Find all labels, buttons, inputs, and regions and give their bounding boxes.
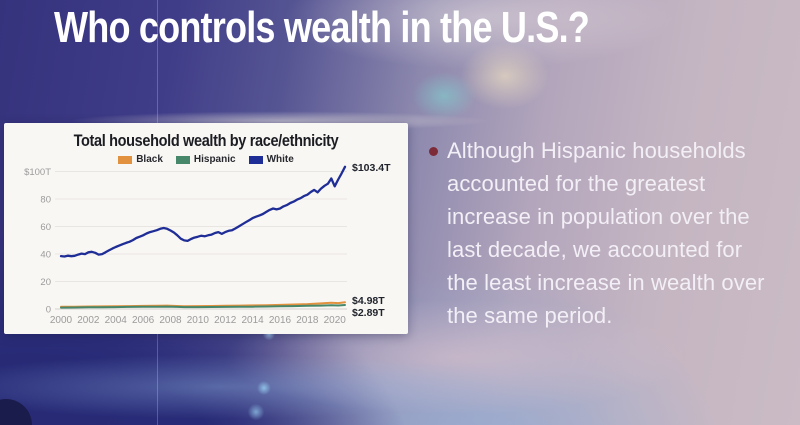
y-axis-tick-label: 40 — [40, 250, 51, 261]
x-axis-tick-label: 2020 — [324, 315, 347, 326]
bullet-text: Although Hispanic households accounted f… — [447, 138, 765, 328]
legend-swatch-icon — [118, 155, 133, 164]
x-axis-tick-label: 2004 — [105, 315, 128, 326]
bullet-marker-icon — [429, 147, 438, 156]
legend-label: White — [266, 154, 294, 165]
legend-label: Hispanic — [193, 154, 236, 165]
legend-label: Black — [136, 154, 163, 165]
wealth-line-chart: 0 20 40 60 80 $100T 2000 2002 2004 2006 2008 2010 20… — [24, 162, 391, 326]
x-axis-tick-label: 2018 — [296, 315, 319, 326]
bullet-item: Although Hispanic households accounted f… — [429, 134, 795, 332]
slide-title: Who controls wealth in the U.S.? — [54, 3, 590, 52]
legend-item-hispanic: Hispanic — [175, 154, 236, 165]
series-value-annotation: $4.98T — [352, 295, 385, 307]
x-axis-tick-label: 2014 — [241, 315, 264, 326]
x-axis-tick-label: 2010 — [187, 315, 210, 326]
series-line-white — [59, 165, 347, 258]
y-axis-tick-label: $100T — [24, 167, 51, 178]
series-value-annotation: $103.4T — [352, 162, 391, 174]
chart-legend: Black Hispanic White — [4, 154, 408, 165]
x-axis-tick-label: 2012 — [214, 315, 237, 326]
chart-title: Total household wealth by race/ethnicity — [73, 132, 339, 150]
x-axis-tick-label: 2000 — [50, 315, 73, 326]
y-axis-tick-label: 0 — [46, 305, 51, 316]
series-line-hispanic — [60, 304, 346, 309]
legend-item-black: Black — [118, 154, 163, 165]
x-axis-tick-label: 2002 — [77, 315, 100, 326]
y-axis-tick-label: 80 — [40, 195, 51, 206]
legend-swatch-icon — [248, 155, 263, 164]
y-axis-tick-label: 20 — [40, 277, 51, 288]
series-value-annotation: $2.89T — [352, 307, 385, 319]
legend-swatch-icon — [175, 155, 190, 164]
chart-card: Total household wealth by race/ethnicity… — [4, 123, 408, 334]
x-axis-tick-label: 2008 — [159, 315, 182, 326]
x-axis-tick-label: 2016 — [269, 315, 292, 326]
x-axis-tick-label: 2006 — [132, 315, 155, 326]
y-axis-tick-label: 60 — [40, 222, 51, 233]
legend-item-white: White — [248, 154, 294, 165]
